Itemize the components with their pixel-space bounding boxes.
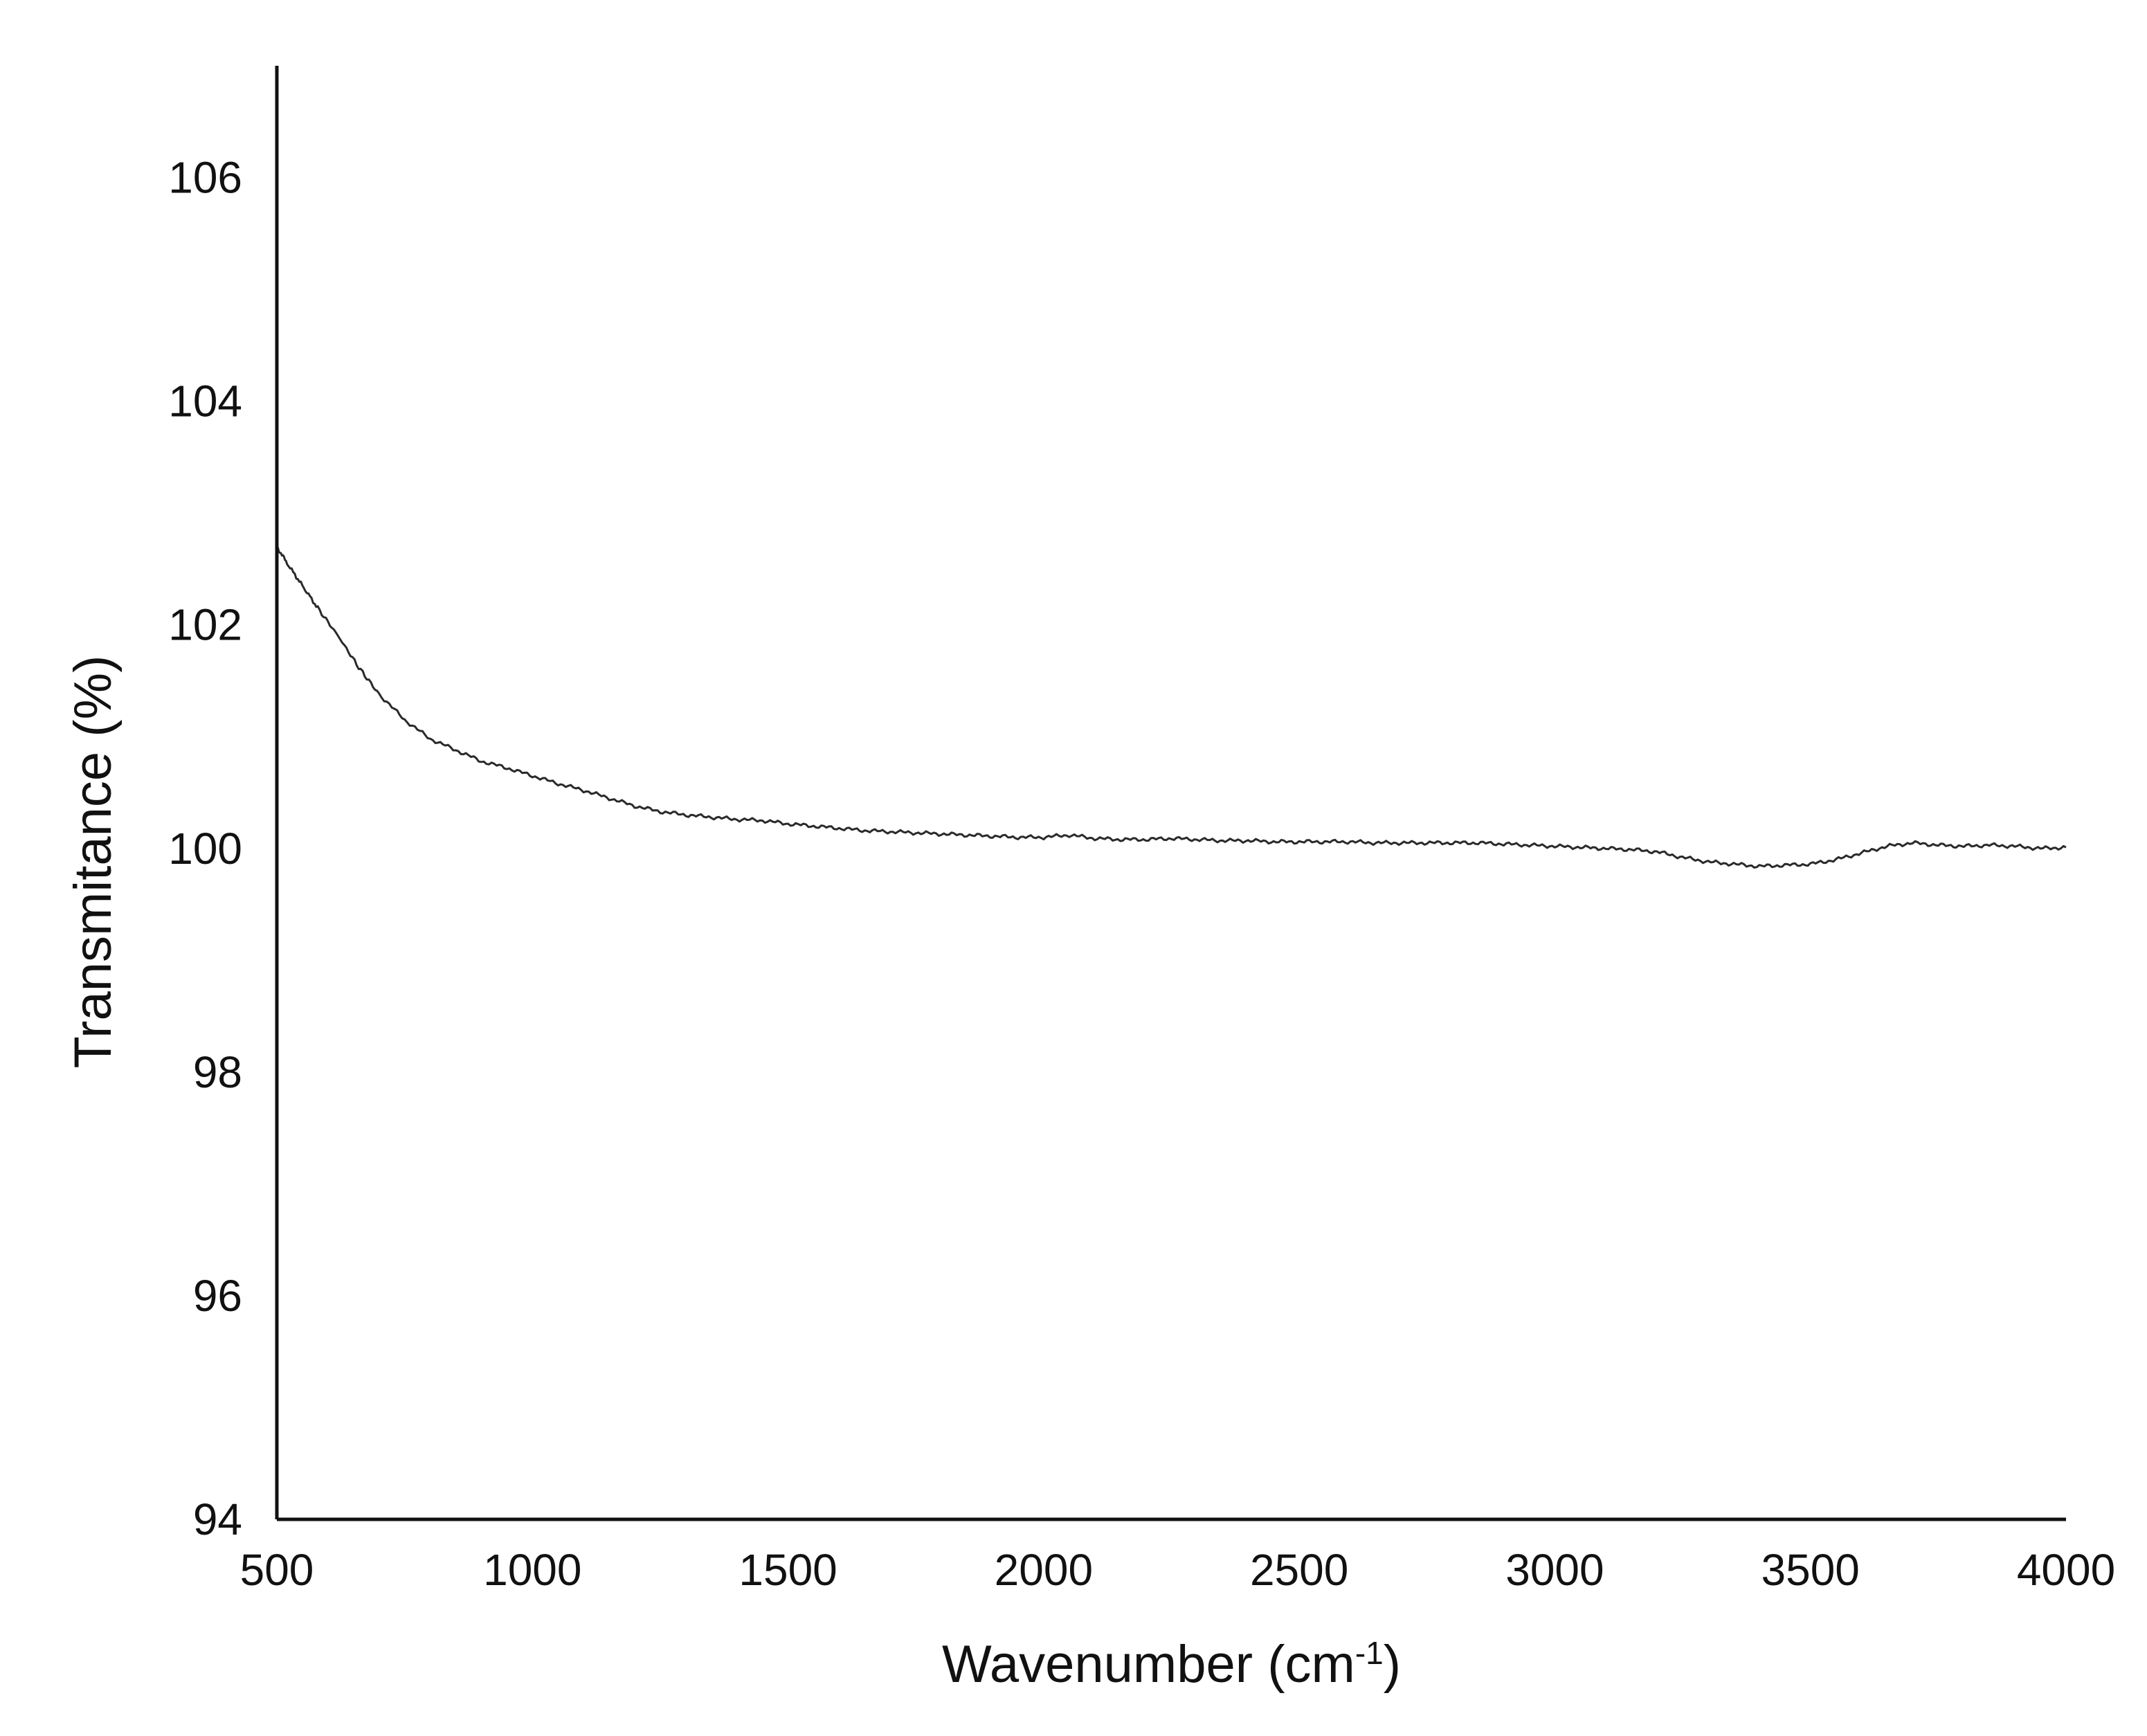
x-tick-label: 3500 [1761, 1545, 1860, 1595]
y-tick-label: 94 [193, 1494, 242, 1544]
x-axis-title-main: Wavenumber (cm [942, 1635, 1355, 1694]
y-tick-labels: 94 96 98 100 102 104 106 [168, 153, 242, 1544]
y-tick-label: 96 [193, 1271, 242, 1321]
y-tick-label: 98 [193, 1047, 242, 1097]
x-tick-labels: 500 1000 1500 2000 2500 3000 3500 4000 [240, 1545, 2116, 1595]
y-tick-label: 100 [168, 824, 242, 874]
x-tick-label: 2500 [1250, 1545, 1348, 1595]
y-axis-title: Transmitance (%) [64, 655, 123, 1069]
x-tick-label: 1000 [483, 1545, 581, 1595]
x-tick-label: 4000 [2017, 1545, 2115, 1595]
spectrum-line [275, 545, 2067, 869]
y-tick-label: 106 [168, 153, 242, 203]
x-tick-label: 2000 [995, 1545, 1093, 1595]
x-tick-label: 3000 [1505, 1545, 1604, 1595]
x-axis-title: Wavenumber (cm-1) [942, 1635, 1401, 1694]
y-tick-label: 104 [168, 377, 242, 426]
x-tick-label: 500 [240, 1545, 314, 1595]
y-tick-label: 102 [168, 600, 242, 650]
x-tick-label: 1500 [739, 1545, 837, 1595]
x-axis-title-superscript: -1 [1355, 1635, 1384, 1671]
x-axis-title-end: ) [1384, 1635, 1401, 1694]
